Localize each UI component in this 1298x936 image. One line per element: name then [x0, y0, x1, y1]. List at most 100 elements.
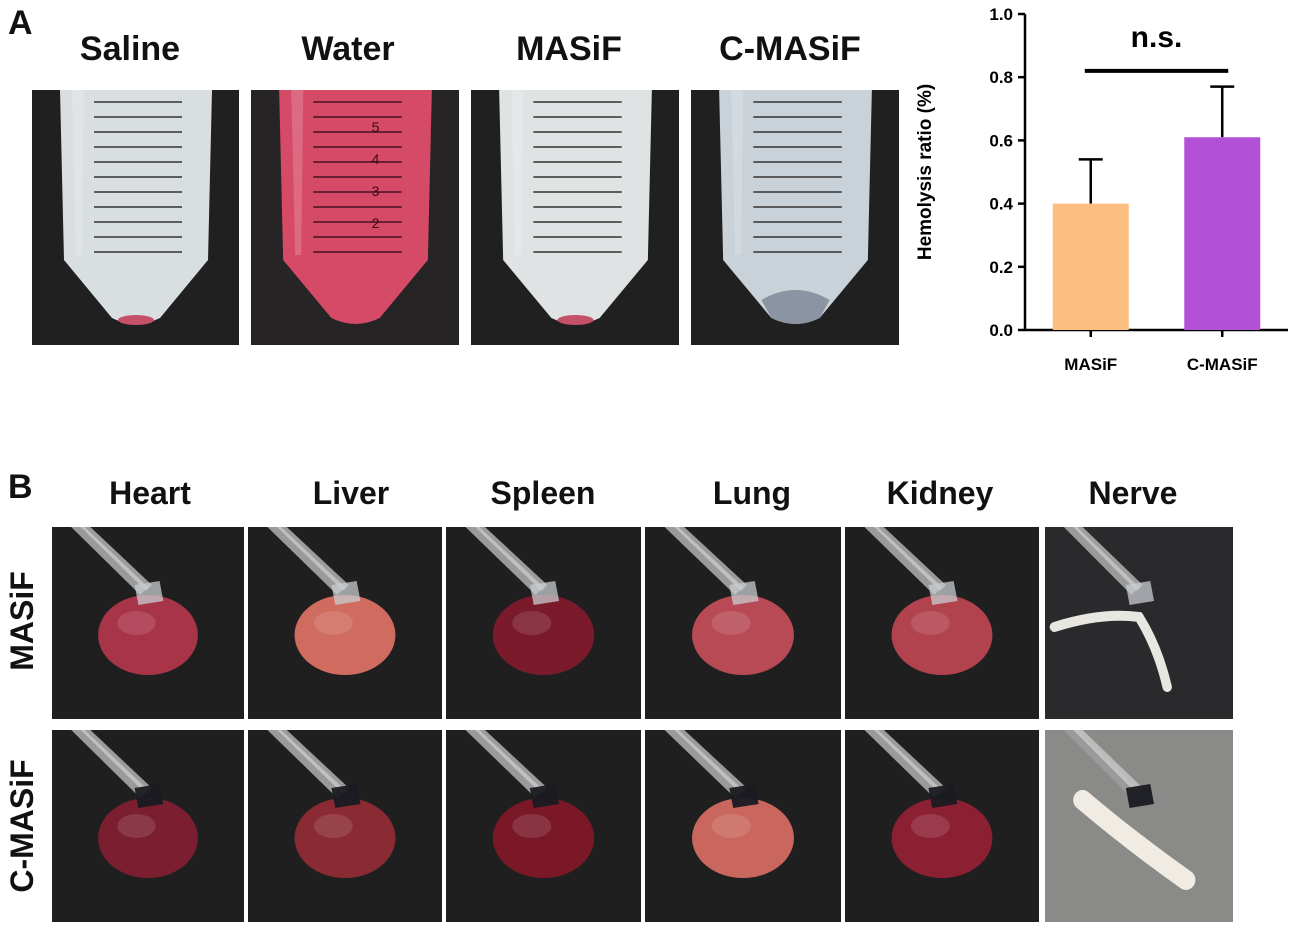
tube-photo-water: 5 4 3 2: [251, 90, 459, 345]
row-label-c-masif: C-MASiF: [4, 759, 40, 893]
y-tick-label: 0.0: [989, 321, 1013, 340]
tube-label-saline: Saline: [79, 30, 181, 68]
organ-highlight: [711, 611, 751, 635]
forceps: [1063, 527, 1139, 595]
organ-highlight: [313, 814, 353, 838]
y-tick-label: 0.6: [989, 131, 1013, 150]
significance-label: n.s.: [1131, 21, 1183, 54]
y-tick-label: 0.4: [989, 195, 1013, 214]
tube-mark-label: 4: [372, 151, 380, 167]
sediment: [761, 290, 830, 324]
organ-image: [645, 527, 841, 719]
organ-tissue: [98, 595, 198, 675]
organ-highlight: [117, 814, 156, 838]
organ-tissue: [692, 595, 794, 675]
forceps-highlight: [1073, 730, 1143, 794]
organ-photo-liver-c-masif: [248, 730, 442, 922]
organ-photo-nerve-c-masif: [1045, 730, 1233, 922]
panel-a-letter: A: [8, 4, 33, 42]
tube-mark-label: 2: [372, 215, 380, 231]
forceps-highlight: [1073, 527, 1143, 591]
tube-photo-masif: [471, 90, 679, 345]
forceps: [1063, 730, 1139, 798]
forceps-highlight: [674, 730, 747, 794]
organ-label-nerve: Nerve: [1088, 475, 1178, 511]
organ-highlight: [910, 611, 950, 635]
tube-highlight: [511, 90, 524, 255]
bar: [1052, 203, 1129, 330]
masif-film: [529, 581, 560, 605]
panel-b-letter: B: [8, 468, 33, 506]
organ-image: [248, 730, 442, 922]
forceps: [71, 527, 148, 595]
tube-photo-saline: [32, 90, 239, 345]
organ-photo-spleen-masif: [446, 527, 641, 719]
organ-image: [446, 527, 641, 719]
organ-image: [1045, 527, 1233, 719]
forceps: [864, 527, 942, 595]
photo-background: [1045, 730, 1233, 922]
tube-mark-label: 5: [372, 119, 380, 135]
organ-highlight: [910, 814, 950, 838]
organ-photo-liver-masif: [248, 527, 442, 719]
c-masif-film: [529, 784, 560, 808]
forceps-highlight: [874, 730, 946, 794]
organ-tissue: [692, 798, 794, 878]
organ-highlight: [711, 814, 751, 838]
organ-photo-kidney-masif: [845, 527, 1039, 719]
forceps: [864, 730, 942, 798]
forceps-highlight: [277, 730, 349, 794]
forceps: [465, 527, 544, 595]
organ-label-kidney: Kidney: [886, 475, 994, 511]
tube-image: [471, 90, 679, 345]
tube-highlight: [731, 90, 744, 255]
organ-label-spleen: Spleen: [490, 475, 596, 511]
y-tick-label: 0.2: [989, 258, 1013, 277]
organ-photo-lung-masif: [645, 527, 841, 719]
tube-image: [691, 90, 899, 345]
tube-highlight: [72, 90, 84, 255]
organ-highlight: [512, 814, 552, 838]
c-masif-film: [928, 784, 958, 808]
forceps-highlight: [80, 527, 152, 591]
tube-mark-label: 3: [372, 183, 380, 199]
forceps: [267, 527, 345, 595]
organ-photo-kidney-c-masif: [845, 730, 1039, 922]
organ-image: [248, 527, 442, 719]
organ-tissue: [98, 798, 198, 878]
organ-image: [446, 730, 641, 922]
masif-film: [1125, 581, 1155, 605]
y-tick-label: 1.0: [989, 5, 1013, 24]
forceps-highlight: [475, 527, 548, 591]
c-masif-film: [331, 784, 361, 808]
organ-photo-spleen-c-masif: [446, 730, 641, 922]
rbc-pellet: [557, 315, 594, 325]
organ-image: [645, 730, 841, 922]
organ-image: [52, 730, 244, 922]
organ-photo-lung-c-masif: [645, 730, 841, 922]
row-label-masif: MASiF: [4, 571, 40, 671]
organ-image: [845, 527, 1039, 719]
organ-highlight: [117, 611, 156, 635]
c-masif-film: [134, 784, 164, 808]
forceps: [465, 730, 544, 798]
forceps-highlight: [475, 730, 548, 794]
forceps-highlight: [277, 527, 349, 591]
organ-image: [52, 527, 244, 719]
organ-image: [1045, 730, 1233, 922]
organ-tissue: [294, 798, 396, 878]
forceps: [664, 730, 743, 798]
tube-image: 5 4 3 2: [251, 90, 459, 345]
c-masif-film: [1125, 784, 1155, 808]
organ-label-liver: Liver: [312, 475, 390, 511]
forceps-highlight: [874, 527, 946, 591]
organ-tissue: [294, 595, 396, 675]
nerve-tissue: [1049, 610, 1172, 692]
organ-label-heart: Heart: [109, 475, 191, 511]
y-tick-label: 0.8: [989, 68, 1013, 87]
forceps: [664, 527, 743, 595]
rbc-pellet: [118, 315, 154, 325]
y-axis-label: Hemolysis ratio (%): [915, 84, 936, 260]
forceps-highlight: [674, 527, 747, 591]
forceps-highlight: [80, 730, 152, 794]
